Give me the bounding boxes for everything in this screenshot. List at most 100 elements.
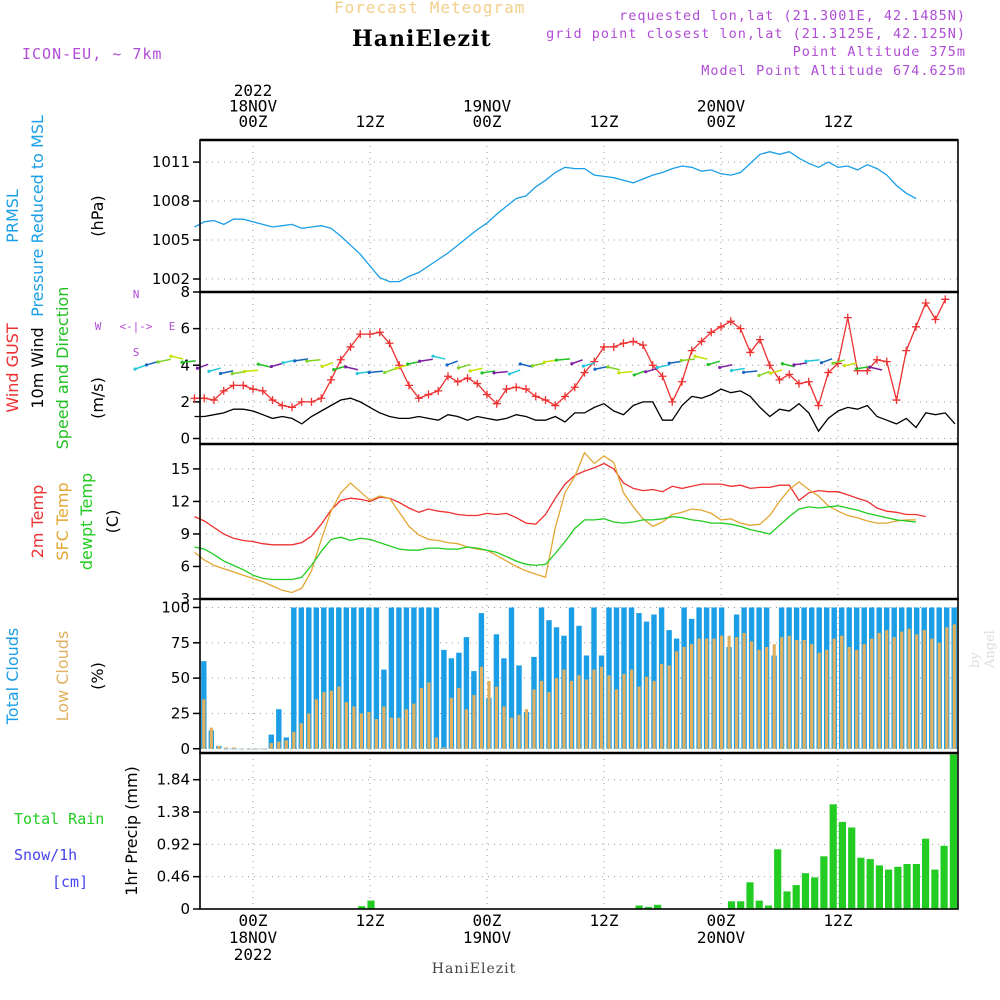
axis-unit: (m/s) <box>88 377 107 419</box>
data-point <box>775 375 784 384</box>
wind-arrow <box>509 369 521 375</box>
bar-total-cloud <box>546 620 552 749</box>
wind-arrow-head <box>367 370 371 375</box>
axis-unit: (hPa) <box>88 195 107 236</box>
bar-total-cloud <box>403 607 410 749</box>
bar-total-cloud <box>313 607 319 749</box>
data-point <box>190 394 199 403</box>
wind-arrow-head <box>269 364 273 369</box>
bar-low-cloud <box>277 741 281 749</box>
bar-low-cloud <box>202 699 206 749</box>
bar-rain <box>737 901 745 909</box>
bar-low-cloud <box>569 680 574 749</box>
data-point <box>317 394 326 403</box>
data-point <box>658 372 667 381</box>
bar-rain <box>654 904 662 909</box>
bar-low-cloud <box>254 748 258 750</box>
time-label-bottom: 2022 <box>234 945 273 964</box>
bar-low-cloud <box>915 634 919 749</box>
data-point <box>288 403 296 412</box>
data-point <box>531 392 540 401</box>
bar-total-cloud <box>298 607 304 749</box>
bar-low-cloud <box>532 689 536 749</box>
wind-arrow-head <box>355 371 359 376</box>
bar-rain <box>727 901 736 909</box>
bar-total-cloud <box>411 607 417 749</box>
bar-low-cloud <box>562 669 566 749</box>
wind-arrow-head <box>718 365 722 370</box>
time-label-bottom: 12Z <box>356 911 385 930</box>
wind-arrow-head <box>542 360 546 364</box>
wind-arrow <box>571 359 583 365</box>
bar-low-cloud <box>389 717 393 749</box>
wind-arrow <box>244 369 259 373</box>
y-tick-label: 8 <box>180 283 190 301</box>
wind-arrow-head <box>768 371 773 375</box>
time-label-top: 00Z <box>239 112 268 131</box>
bar-total-cloud <box>508 607 515 749</box>
wind-arrow-head <box>780 362 785 366</box>
legend-snow-unit: [cm] <box>52 873 88 891</box>
wind-arrow <box>707 360 721 366</box>
wind-arrow-head <box>518 362 522 366</box>
bar-low-cloud <box>720 635 724 749</box>
data-point <box>785 370 794 379</box>
bar-low-cloud <box>494 686 499 749</box>
wind-arrow <box>645 367 658 373</box>
wind-arrow <box>856 366 870 370</box>
bar-low-cloud <box>855 649 859 749</box>
bar-total-cloud <box>441 649 447 749</box>
bar-rain <box>755 900 763 909</box>
bar-low-cloud <box>690 644 694 749</box>
bar-low-cloud <box>667 665 671 749</box>
bar-total-cloud <box>366 607 372 749</box>
time-label-top: 12Z <box>824 112 853 131</box>
compass-s: S <box>133 346 140 359</box>
data-point <box>756 335 764 344</box>
bar-low-cloud <box>847 647 851 749</box>
panel-frame <box>199 291 959 445</box>
bar-total-cloud <box>351 607 357 749</box>
data-point <box>639 341 647 350</box>
data-point <box>600 342 608 351</box>
bar-low-cloud <box>825 649 829 749</box>
wind-arrow <box>470 367 483 372</box>
bar-low-cloud <box>232 747 236 749</box>
axis-series-label: dewpt Temp <box>77 473 96 570</box>
data-point <box>941 295 950 304</box>
bar-rain <box>848 827 856 909</box>
wind-arrow <box>419 358 433 362</box>
wind-arrow <box>782 363 795 368</box>
wind-arrow <box>532 362 546 367</box>
bar-total-cloud <box>433 607 440 749</box>
bar-total-cloud <box>343 607 349 749</box>
legend-snow: Snow/1h <box>14 846 77 864</box>
bar-low-cloud <box>464 709 468 749</box>
wind-arrow <box>181 360 196 363</box>
wind-arrow <box>208 367 221 373</box>
bar-total-cloud <box>516 665 522 749</box>
axis-series-label: PRMSL <box>3 189 22 243</box>
panel-2: 0 2 4 6 8 Wind GUST 10m Wind Speed and Directio… <box>3 283 959 449</box>
data-point <box>580 368 589 377</box>
bar-rain <box>885 869 893 909</box>
wind-arrow <box>369 370 383 374</box>
bar-rain <box>894 866 902 909</box>
wind-arrow-head <box>729 368 734 373</box>
bar-total-cloud <box>418 607 425 749</box>
wind-arrow <box>594 365 608 370</box>
time-label-top: 12Z <box>590 112 619 131</box>
bar-low-cloud <box>682 647 686 749</box>
data-point <box>746 348 755 357</box>
wind-arrow-head <box>144 363 149 367</box>
data-point <box>258 386 267 395</box>
y-tick-label: 0.92 <box>157 835 190 853</box>
data-point <box>268 396 277 405</box>
wind-arrow-head <box>854 367 858 371</box>
bar-total-cloud <box>396 607 402 749</box>
data-point <box>804 377 813 386</box>
bar-low-cloud <box>517 714 521 749</box>
bar-rain <box>367 900 375 909</box>
wind-arrow-head <box>320 364 324 369</box>
